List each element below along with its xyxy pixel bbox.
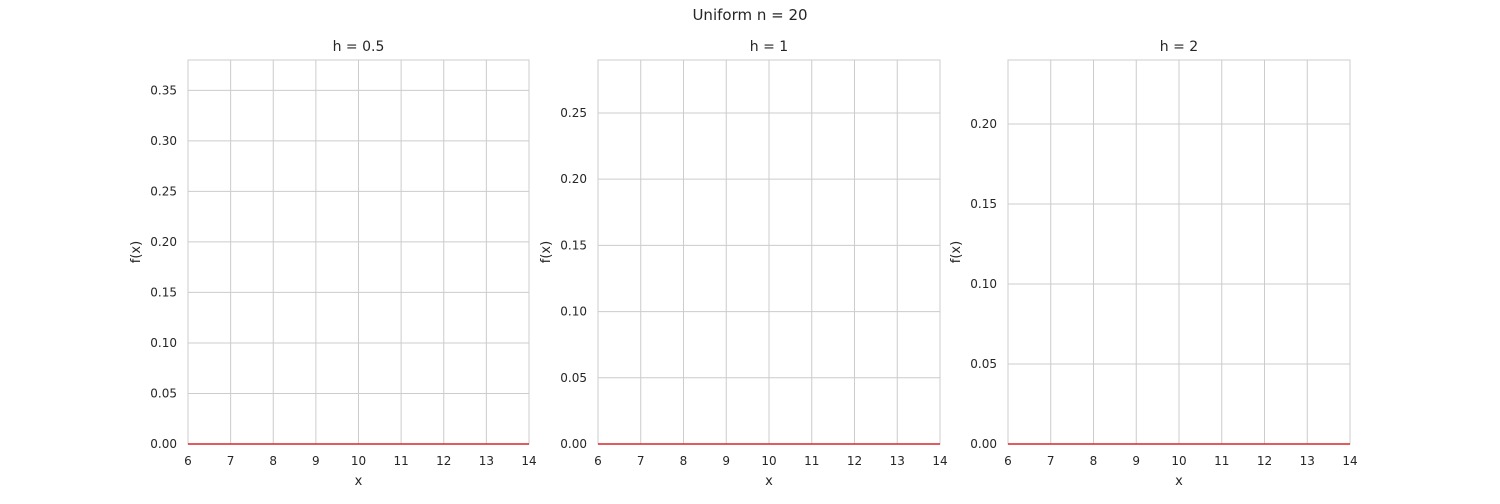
x-tick-label: 13 bbox=[1300, 454, 1315, 468]
x-tick-label: 8 bbox=[680, 454, 688, 468]
x-tick-label: 12 bbox=[1257, 454, 1272, 468]
x-tick-label: 7 bbox=[1047, 454, 1055, 468]
x-tick-label: 9 bbox=[722, 454, 730, 468]
figure-suptitle: Uniform n = 20 bbox=[692, 6, 808, 24]
x-tick-label: 11 bbox=[804, 454, 819, 468]
x-tick-label: 12 bbox=[436, 454, 451, 468]
x-tick-label: 14 bbox=[1342, 454, 1357, 468]
x-tick-label: 10 bbox=[761, 454, 776, 468]
y-tick-label: 0.10 bbox=[150, 336, 177, 350]
x-tick-label: 9 bbox=[312, 454, 320, 468]
y-tick-label: 0.20 bbox=[150, 235, 177, 249]
y-axis-label: f(x) bbox=[539, 241, 554, 263]
y-tick-label: 0.15 bbox=[970, 197, 997, 211]
x-tick-label: 6 bbox=[184, 454, 192, 468]
y-tick-label: 0.20 bbox=[970, 117, 997, 131]
x-tick-label: 9 bbox=[1132, 454, 1140, 468]
x-tick-label: 6 bbox=[594, 454, 602, 468]
subplot-title: h = 1 bbox=[750, 39, 788, 55]
y-tick-label: 0.00 bbox=[970, 437, 997, 451]
x-tick-label: 6 bbox=[1004, 454, 1012, 468]
x-axis-label: x bbox=[1175, 474, 1183, 489]
y-tick-label: 0.15 bbox=[560, 238, 587, 252]
x-axis-label: x bbox=[355, 474, 363, 489]
y-tick-label: 0.20 bbox=[560, 172, 587, 186]
x-tick-label: 11 bbox=[1214, 454, 1229, 468]
y-tick-label: 0.05 bbox=[150, 386, 177, 400]
x-tick-label: 13 bbox=[890, 454, 905, 468]
subplot-title: h = 2 bbox=[1160, 39, 1198, 55]
x-tick-label: 7 bbox=[637, 454, 645, 468]
y-tick-label: 0.35 bbox=[150, 83, 177, 97]
y-tick-label: 0.30 bbox=[150, 134, 177, 148]
y-tick-label: 0.15 bbox=[150, 285, 177, 299]
x-tick-label: 10 bbox=[351, 454, 366, 468]
y-tick-label: 0.10 bbox=[970, 277, 997, 291]
y-tick-label: 0.05 bbox=[560, 371, 587, 385]
subplot-3: 6 7 8 9 10 11 12 13 14 0.00 0.05 0.10 0.15 0.20 h = 2 x… bbox=[949, 39, 1358, 489]
subplot-title: h = 0.5 bbox=[333, 39, 385, 55]
x-axis-label: x bbox=[765, 474, 773, 489]
x-tick-label: 8 bbox=[1090, 454, 1098, 468]
y-axis-label: f(x) bbox=[949, 241, 964, 263]
y-tick-label: 0.00 bbox=[560, 437, 587, 451]
x-tick-label: 11 bbox=[393, 454, 408, 468]
y-tick-label: 0.00 bbox=[150, 437, 177, 451]
y-axis-label: f(x) bbox=[129, 241, 144, 263]
y-tick-label: 0.25 bbox=[560, 106, 587, 120]
x-tick-label: 10 bbox=[1171, 454, 1186, 468]
subplot-2: 6 7 8 9 10 11 12 13 14 0.00 0.05 0.10 0.15 0.20 0.25 h … bbox=[539, 39, 948, 489]
y-tick-label: 0.05 bbox=[970, 357, 997, 371]
x-tick-label: 7 bbox=[227, 454, 235, 468]
x-tick-label: 14 bbox=[932, 454, 947, 468]
x-tick-label: 12 bbox=[847, 454, 862, 468]
y-tick-label: 0.10 bbox=[560, 305, 587, 319]
x-tick-label: 13 bbox=[479, 454, 494, 468]
x-tick-label: 14 bbox=[521, 454, 536, 468]
subplot-1: 6 7 8 9 10 11 12 13 14 0.00 0.05 0.10 0.15 0.20 0.25 0.… bbox=[129, 39, 537, 489]
x-tick-label: 8 bbox=[269, 454, 277, 468]
y-tick-label: 0.25 bbox=[150, 184, 177, 198]
